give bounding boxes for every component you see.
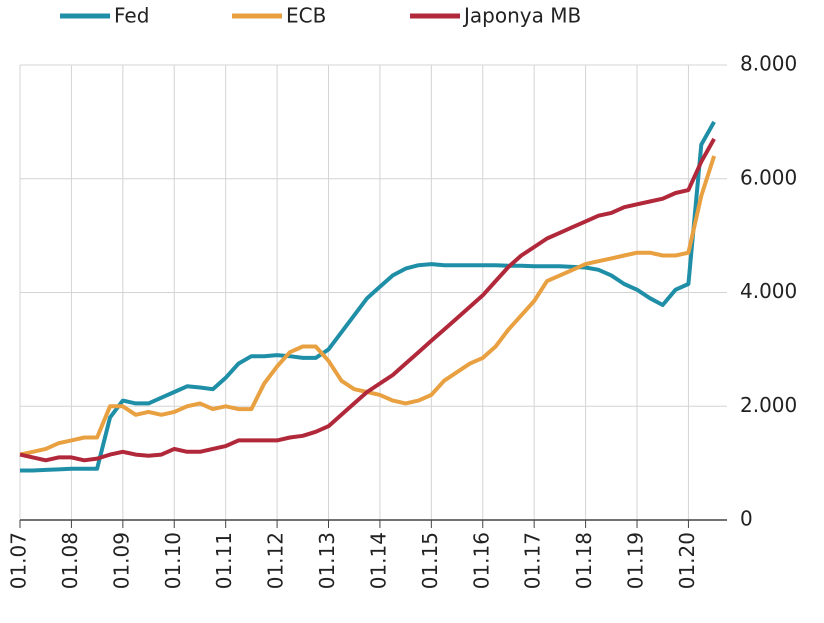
x-tick-label: 01.12 xyxy=(264,532,288,589)
x-tick-label: 01.18 xyxy=(572,532,596,589)
x-tick-label: 01.17 xyxy=(521,532,545,589)
x-tick-label: 01.09 xyxy=(109,532,133,589)
legend-label: Fed xyxy=(114,4,149,28)
x-tick-label: 01.20 xyxy=(675,532,699,589)
y-tick-label: 2.000 xyxy=(740,393,797,417)
x-tick-label: 01.13 xyxy=(315,532,339,589)
legend-label: ECB xyxy=(286,4,326,28)
y-tick-label: 8.000 xyxy=(740,52,797,76)
y-tick-label: 0 xyxy=(740,507,753,531)
x-tick-label: 01.08 xyxy=(58,532,82,589)
y-tick-label: 4.000 xyxy=(740,279,797,303)
x-tick-label: 01.07 xyxy=(7,532,31,589)
x-tick-label: 01.16 xyxy=(469,532,493,589)
x-tick-label: 01.14 xyxy=(366,532,390,589)
x-tick-label: 01.11 xyxy=(212,532,236,589)
series-line xyxy=(19,155,717,457)
legend-label: Japonya MB xyxy=(462,4,581,28)
x-tick-label: 01.10 xyxy=(161,532,185,589)
x-tick-label: 01.19 xyxy=(624,532,648,589)
x-tick-label: 01.15 xyxy=(418,532,442,589)
series-line xyxy=(20,120,716,473)
y-tick-label: 6.000 xyxy=(740,165,797,189)
series-line xyxy=(19,137,716,463)
